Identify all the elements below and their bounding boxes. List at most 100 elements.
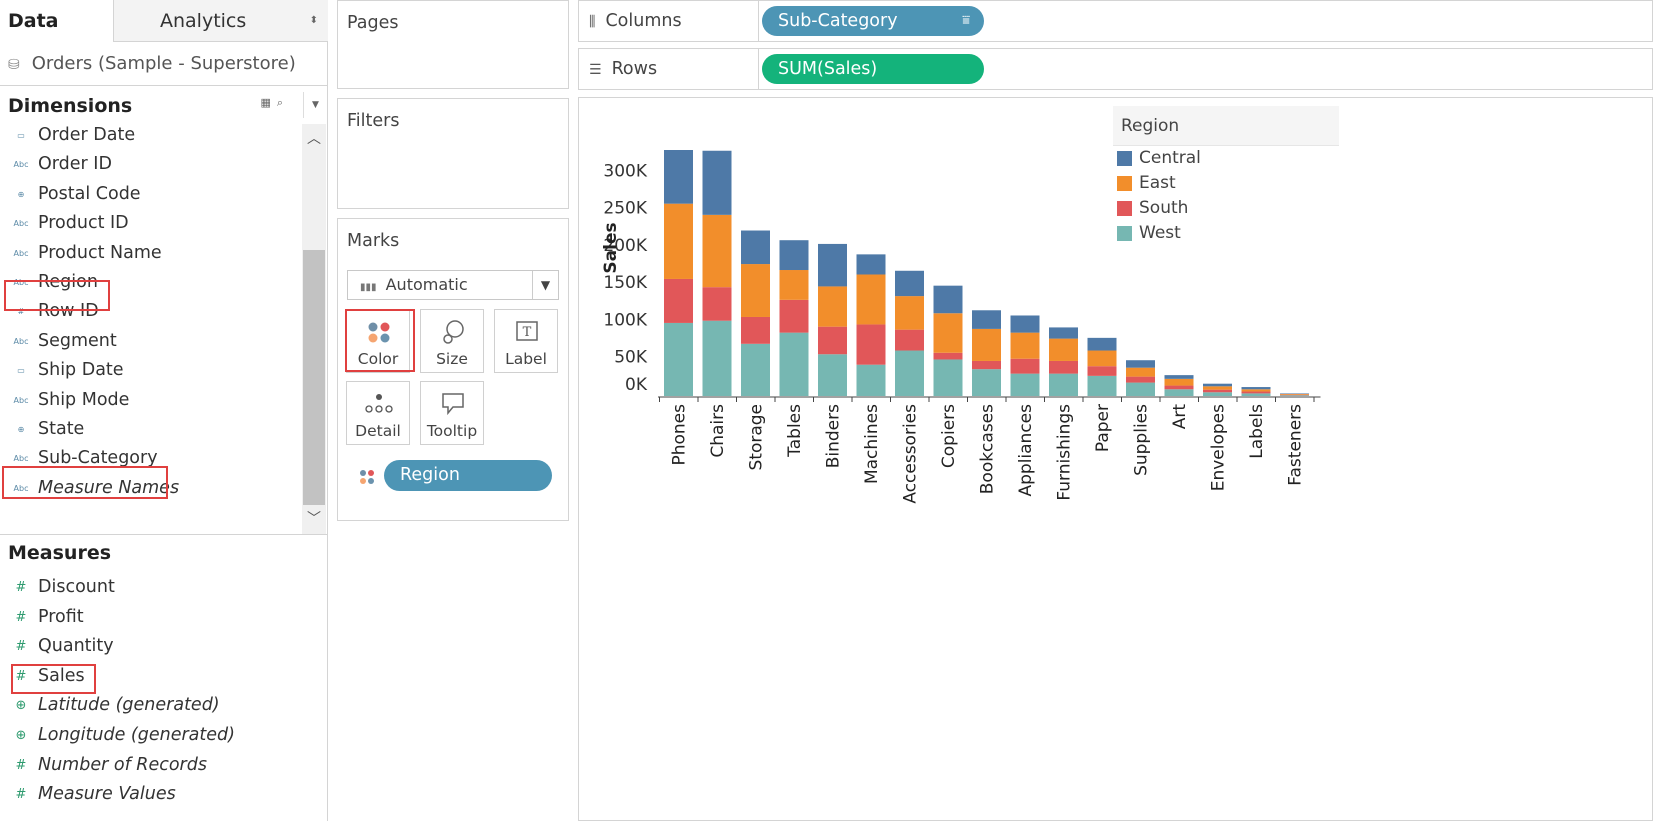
bar-segment-central[interactable] (856, 254, 886, 275)
dimension-field[interactable]: ⊕ Postal Code (0, 179, 302, 210)
scroll-thumb[interactable] (303, 250, 325, 505)
datasource-row[interactable]: ⛁ Orders (Sample - Superstore) (0, 42, 327, 86)
bar-segment-west[interactable] (702, 320, 732, 396)
bar-segment-south[interactable] (1241, 391, 1271, 394)
filters-card[interactable]: Filters (337, 98, 569, 209)
dimension-field[interactable]: Abc Product ID (0, 208, 302, 239)
bar-segment-central[interactable] (741, 230, 770, 265)
bar-segment-west[interactable] (972, 369, 1001, 396)
detail-button[interactable]: Detail (346, 381, 410, 445)
dimension-field[interactable]: Abc Measure Names (0, 473, 302, 504)
bar-segment-south[interactable] (1010, 358, 1040, 374)
tab-data[interactable]: Data (0, 0, 114, 42)
bar-segment-east[interactable] (895, 296, 924, 330)
dimension-field[interactable]: Abc Segment (0, 326, 302, 357)
bar-segment-south[interactable] (702, 287, 732, 321)
dimensions-menu-icon[interactable]: ▼ (303, 92, 327, 118)
stacked-bar-chart[interactable]: 0K 50K 100K 150K 200K 250K 300K Sales Phones Chai… (579, 98, 1653, 822)
bar-segment-east[interactable] (818, 286, 847, 327)
bar-segment-west[interactable] (1049, 373, 1078, 396)
bar-segment-west[interactable] (818, 354, 847, 396)
bar-segment-central[interactable] (779, 240, 809, 271)
dimension-field[interactable]: ▭ Order Date (0, 120, 302, 151)
legend-item[interactable]: South (1113, 196, 1339, 221)
dimension-field[interactable]: Abc Product Name (0, 238, 302, 269)
bar-segment-central[interactable] (818, 243, 847, 287)
bar-segment-central[interactable] (702, 150, 732, 215)
bar-segment-south[interactable] (779, 299, 809, 333)
bar-segment-central[interactable] (664, 150, 693, 204)
bar-segment-west[interactable] (856, 364, 886, 396)
bar-segment-south[interactable] (933, 352, 963, 360)
dimension-field[interactable]: ⊕ State (0, 414, 302, 445)
measure-field[interactable]: # Quantity (0, 631, 302, 662)
dimension-field[interactable]: # Row ID (0, 296, 302, 327)
measure-field[interactable]: # Sales (0, 661, 302, 692)
sum-sales-pill[interactable]: SUM(Sales) (762, 54, 984, 84)
bar-segment-central[interactable] (1010, 315, 1040, 333)
bar-segment-south[interactable] (1280, 394, 1309, 396)
rows-shelf[interactable]: ☰ Rows SUM(Sales) (578, 48, 1653, 90)
bar-segment-central[interactable] (1126, 360, 1155, 368)
dimension-field[interactable]: Abc Order ID (0, 149, 302, 180)
bar-segment-west[interactable] (933, 359, 963, 396)
bar-segment-east[interactable] (856, 274, 886, 325)
bar-segment-south[interactable] (1203, 389, 1232, 393)
measure-field[interactable]: # Profit (0, 602, 302, 633)
bar-segment-central[interactable] (1280, 393, 1309, 394)
bar-segment-south[interactable] (1126, 376, 1155, 383)
mark-type-dropdown[interactable]: ▮▮▮ Automatic ▼ (347, 270, 559, 300)
legend-item[interactable]: Central (1113, 146, 1339, 171)
bar-segment-east[interactable] (741, 264, 770, 317)
measure-field[interactable]: ⊕ Latitude (generated) (0, 690, 302, 721)
bar-segment-east[interactable] (1126, 367, 1155, 377)
tab-analytics[interactable]: Analytics ⬍ (114, 0, 328, 42)
bar-segment-south[interactable] (1164, 385, 1194, 390)
bar-segment-central[interactable] (1241, 387, 1271, 390)
bar-segment-west[interactable] (779, 332, 809, 396)
bar-segment-east[interactable] (1203, 386, 1232, 390)
chart-view[interactable]: 0K 50K 100K 150K 200K 250K 300K Sales Phones Chai… (578, 97, 1653, 821)
size-button[interactable]: Size (420, 309, 484, 373)
bar-segment-east[interactable] (702, 214, 732, 288)
view-and-search-icons[interactable]: ▦⌕ (260, 96, 289, 109)
bar-segment-east[interactable] (1164, 378, 1194, 386)
bar-segment-central[interactable] (1164, 375, 1194, 379)
bar-segment-south[interactable] (1087, 366, 1117, 376)
bar-segment-west[interactable] (1087, 375, 1117, 396)
color-button[interactable]: Color (346, 309, 410, 373)
bar-segment-east[interactable] (664, 203, 693, 279)
bar-segment-central[interactable] (1087, 337, 1117, 351)
bar-segment-east[interactable] (933, 313, 963, 353)
bar-segment-east[interactable] (1049, 338, 1078, 361)
dimensions-scrollbar[interactable]: ︿ ﹀ (302, 124, 326, 534)
bar-segment-south[interactable] (741, 316, 770, 344)
bar-segment-south[interactable] (818, 326, 847, 355)
measure-field[interactable]: # Measure Values (0, 779, 302, 810)
dimension-field[interactable]: Abc Region (0, 267, 302, 298)
legend-item[interactable]: East (1113, 171, 1339, 196)
bar-segment-west[interactable] (1203, 392, 1232, 396)
legend-item[interactable]: West (1113, 221, 1339, 246)
bar-segment-central[interactable] (1049, 327, 1078, 339)
bar-segment-south[interactable] (895, 329, 924, 351)
bar-segment-east[interactable] (1087, 350, 1117, 367)
scroll-down-icon[interactable]: ﹀ (307, 511, 321, 527)
bar-segment-east[interactable] (779, 270, 809, 300)
bar-segment-west[interactable] (895, 350, 924, 396)
sub-category-pill[interactable]: Sub-Category ⩸ (762, 6, 984, 36)
bar-segment-central[interactable] (972, 310, 1001, 329)
bar-segment-west[interactable] (1126, 382, 1155, 396)
measure-field[interactable]: # Number of Records (0, 750, 302, 781)
bar-segment-east[interactable] (1241, 389, 1271, 392)
measure-field[interactable]: ⊕ Longitude (generated) (0, 720, 302, 751)
tooltip-button[interactable]: Tooltip (420, 381, 484, 445)
bar-segment-west[interactable] (1241, 393, 1271, 396)
bar-segment-south[interactable] (1049, 360, 1078, 374)
columns-shelf[interactable]: ⫼ Columns Sub-Category ⩸ (578, 0, 1653, 42)
dimension-field[interactable]: ▭ Ship Date (0, 355, 302, 386)
measure-field[interactable]: # Discount (0, 572, 302, 603)
bar-segment-south[interactable] (856, 324, 886, 365)
bar-segment-west[interactable] (1164, 389, 1194, 396)
dimension-field[interactable]: Abc Sub-Category (0, 443, 302, 474)
